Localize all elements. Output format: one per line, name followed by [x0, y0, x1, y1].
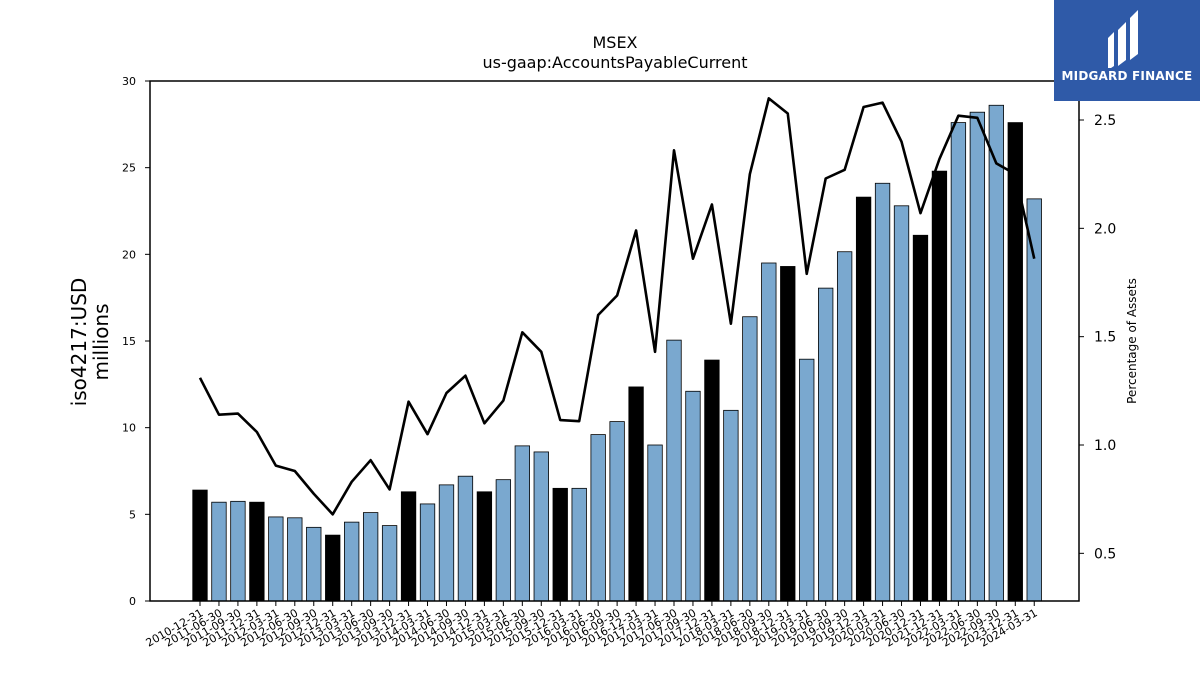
bar-2019-12-31	[855, 196, 872, 602]
bar-2013-06-30	[362, 512, 379, 602]
y-tick-label: 0	[129, 595, 136, 608]
bar-2013-03-31	[344, 521, 360, 602]
bar-2016-12-31	[628, 386, 644, 602]
y2-tick-label: 2.0	[1094, 221, 1116, 237]
bar-2022-09-30	[988, 104, 1004, 602]
bar-2020-06-30	[893, 205, 910, 602]
bar-group	[192, 104, 1042, 602]
y-tick-label: 20	[122, 248, 136, 261]
y-axis-ticks: 0 5 10 15 20 25 30	[122, 75, 150, 608]
y2-tick-label: 1.5	[1094, 330, 1116, 346]
bar-2011-12-31	[249, 501, 265, 602]
y2-tick-label: 0.5	[1094, 546, 1116, 562]
bar-2015-12-31	[552, 487, 568, 602]
bar-2021-12-31	[931, 170, 948, 602]
bar-2014-03-31	[419, 503, 436, 602]
y-tick-label: 15	[122, 335, 136, 348]
bar-2017-09-30	[685, 390, 701, 602]
bar-2022-03-31	[950, 122, 967, 602]
y2-tick-label: 2.5	[1094, 113, 1116, 129]
bar-2016-03-31	[571, 487, 587, 602]
brand-logo: MIDGARD FINANCE	[1054, 0, 1200, 101]
bar-2014-06-30	[438, 484, 455, 602]
bar-2022-06-30	[969, 111, 986, 602]
bar-2014-09-30	[457, 475, 474, 602]
bar-2017-12-31	[704, 359, 720, 602]
y-tick-label: 5	[129, 508, 136, 521]
y2-tick-label: 1.0	[1094, 438, 1116, 454]
y2-axis-ticks: 0.5 1.0 1.5 2.0 2.5	[1079, 113, 1116, 562]
bar-2015-09-30	[533, 451, 549, 602]
logo-text: MIDGARD FINANCE	[1061, 69, 1193, 83]
y-axis-label-line2: millions	[89, 303, 113, 380]
bar-2019-06-30	[818, 287, 834, 602]
bar-2011-06-30	[211, 501, 227, 602]
bar-2018-09-30	[761, 262, 777, 602]
chart-title: MSEX	[592, 33, 637, 52]
bar-2015-06-30	[514, 445, 530, 602]
bar-2020-12-31	[912, 234, 929, 602]
bar-2016-06-30	[590, 434, 606, 602]
bar-2012-09-30	[306, 526, 322, 602]
bar-2012-03-31	[268, 516, 284, 602]
bar-2016-09-30	[609, 421, 625, 602]
bar-2019-09-30	[836, 251, 853, 602]
bar-2010-12-31	[192, 489, 208, 602]
bar-2020-03-31	[874, 182, 891, 602]
bar-2018-06-30	[742, 316, 758, 602]
bar-2017-03-31	[647, 444, 663, 602]
bar-2012-06-30	[287, 517, 303, 602]
y-tick-label: 30	[122, 75, 136, 88]
bar-2013-09-30	[381, 525, 398, 602]
bar-2018-12-31	[780, 266, 796, 602]
midgard-logo-icon	[1108, 10, 1138, 68]
bar-2013-12-31	[400, 491, 417, 602]
bar-2011-09-30	[230, 500, 246, 602]
x-axis-ticks: 2010-12-312011-06-302011-09-302011-12-31…	[144, 601, 1040, 650]
bar-2012-12-31	[325, 534, 341, 602]
y-tick-label: 25	[122, 162, 136, 175]
percentage-line	[198, 97, 1036, 516]
plot-frame	[149, 80, 1080, 602]
bar-2019-03-31	[799, 358, 815, 602]
y2-axis-label: Percentage of Assets	[1125, 278, 1139, 404]
bar-2024-03-31	[1026, 198, 1042, 602]
y-tick-label: 10	[122, 422, 136, 435]
chart-subtitle: us-gaap:AccountsPayableCurrent	[482, 53, 747, 72]
bar-2018-03-31	[723, 409, 739, 602]
bar-2017-06-30	[666, 339, 682, 602]
y-axis-label-line1: iso4217:USD	[67, 278, 91, 407]
bar-2014-12-31	[476, 491, 493, 602]
bar-2015-03-31	[495, 479, 512, 602]
